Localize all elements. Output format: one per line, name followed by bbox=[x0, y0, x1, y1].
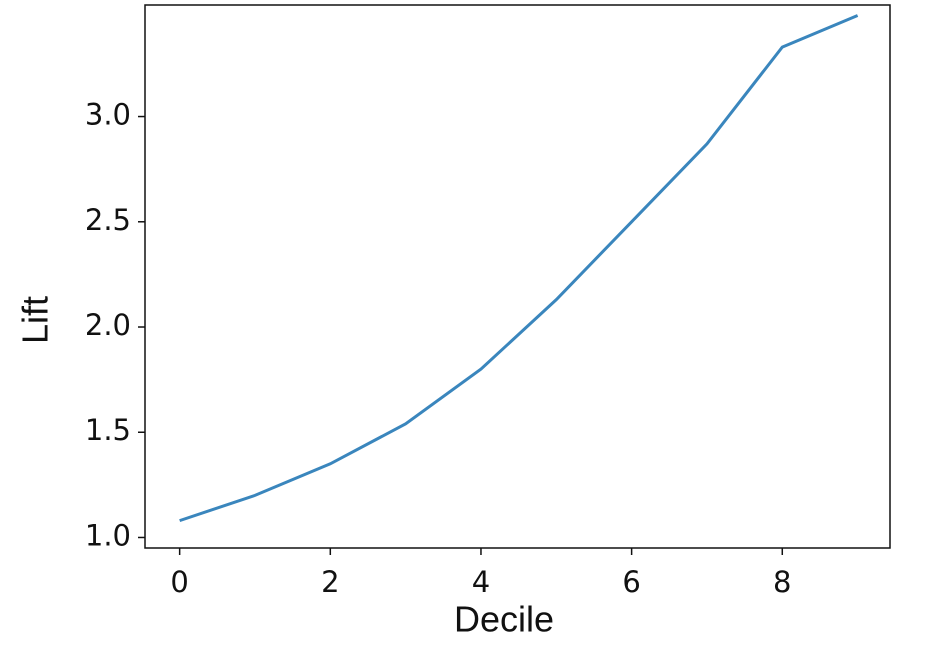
y-tick-label: 1.5 bbox=[85, 413, 131, 447]
y-tick-label: 1.0 bbox=[85, 518, 131, 552]
y-axis-label: Lift bbox=[15, 296, 56, 344]
plot-frame bbox=[144, 4, 891, 549]
y-tick-label: 2.5 bbox=[85, 203, 131, 237]
x-tick-label: 4 bbox=[472, 565, 490, 599]
x-tick-label: 0 bbox=[170, 565, 188, 599]
x-tick-label: 8 bbox=[773, 565, 791, 599]
x-tick-label: 2 bbox=[321, 565, 339, 599]
y-tick-label: 2.0 bbox=[85, 308, 131, 342]
x-axis-label: Decile bbox=[454, 599, 554, 640]
line bbox=[179, 14, 859, 523]
y-tick-label: 3.0 bbox=[85, 98, 131, 132]
x-tick-label: 6 bbox=[622, 565, 640, 599]
